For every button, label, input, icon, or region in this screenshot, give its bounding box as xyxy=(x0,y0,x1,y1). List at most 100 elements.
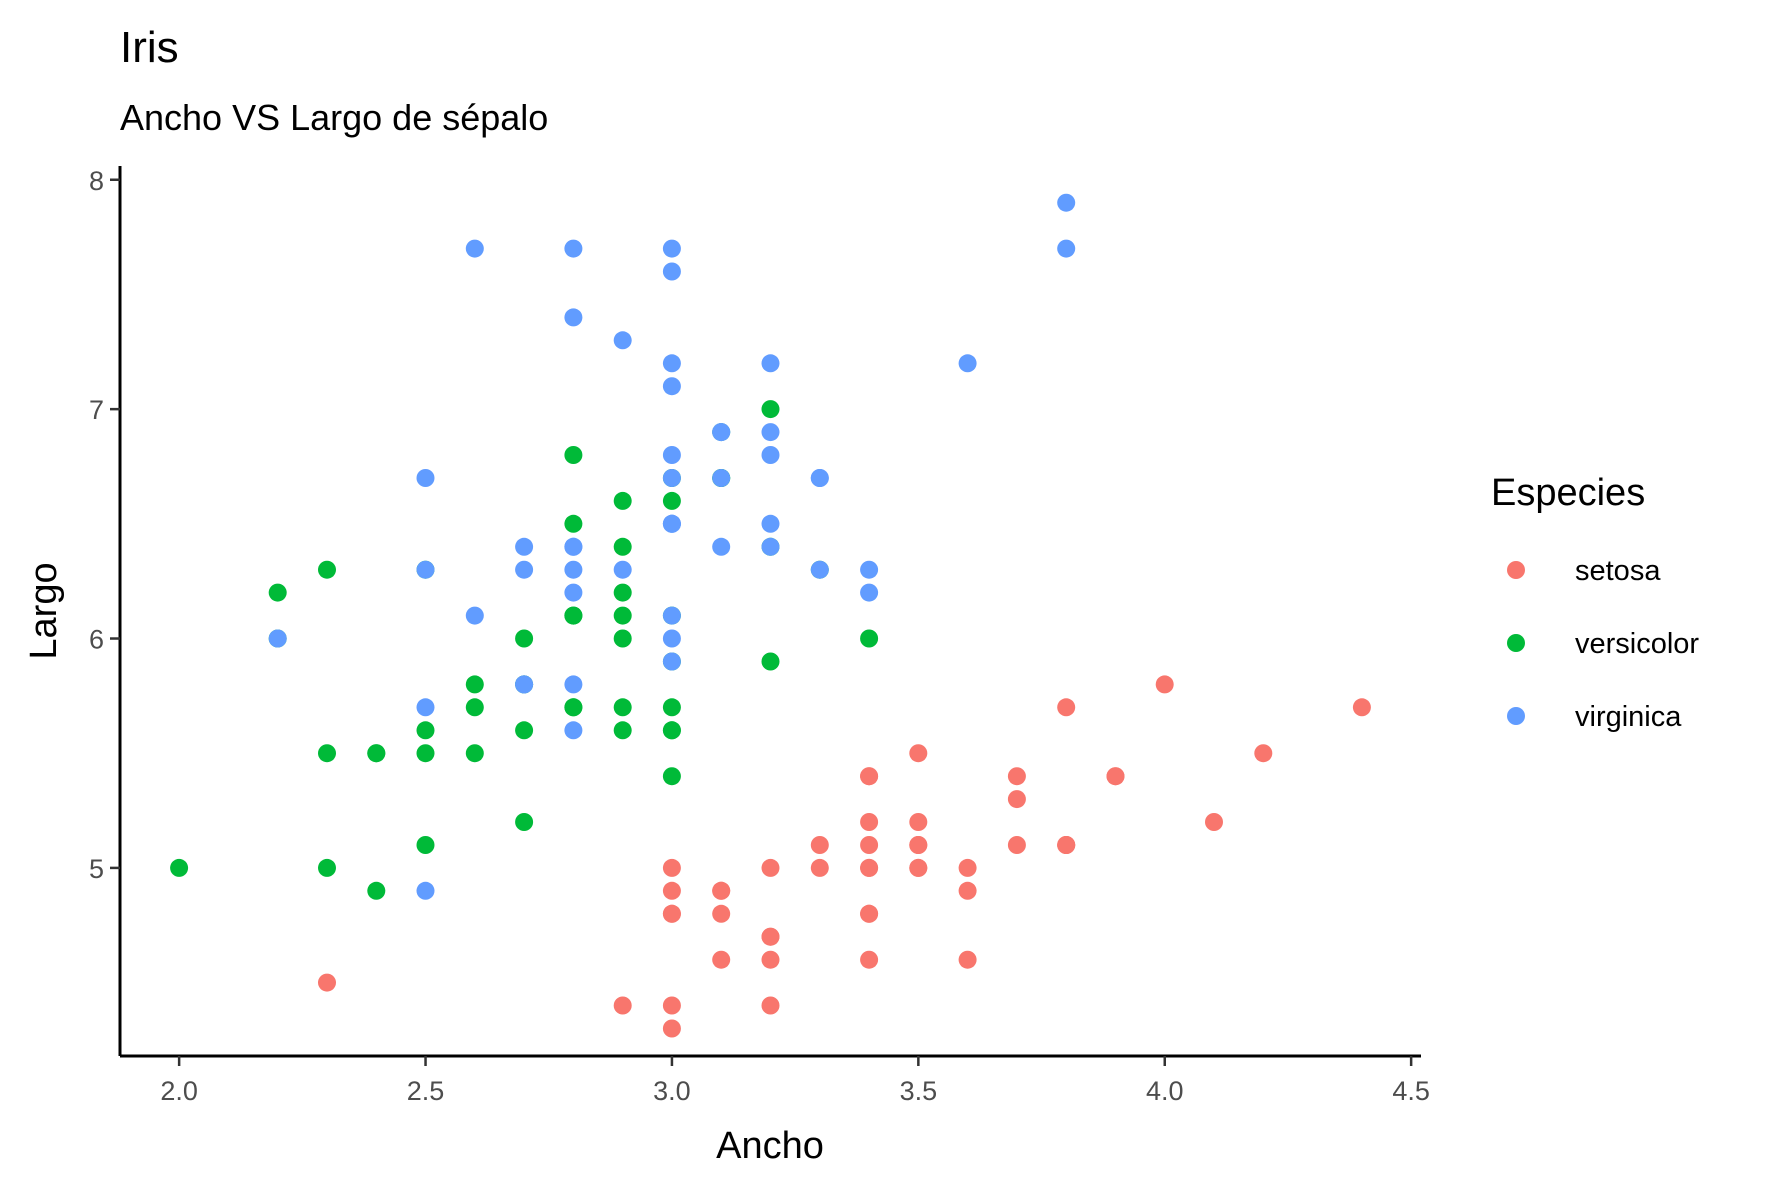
x-tick-label: 4.5 xyxy=(1392,1076,1430,1106)
point-virginica xyxy=(564,239,583,258)
legend-label-virginica: virginica xyxy=(1575,701,1682,733)
point-versicolor xyxy=(613,606,632,625)
point-versicolor xyxy=(318,560,336,579)
y-tick-label: 5 xyxy=(89,854,104,884)
x-tick-label: 2.0 xyxy=(160,1076,198,1106)
point-virginica xyxy=(810,469,829,487)
point-virginica xyxy=(515,560,534,579)
point-versicolor xyxy=(613,491,632,510)
x-tick-label: 2.5 xyxy=(407,1076,445,1106)
point-virginica xyxy=(416,469,435,487)
point-versicolor xyxy=(564,446,583,464)
point-versicolor xyxy=(564,514,583,533)
point-versicolor xyxy=(761,400,780,419)
point-versicolor xyxy=(662,767,681,786)
point-versicolor xyxy=(367,744,386,763)
point-virginica xyxy=(860,560,879,579)
point-virginica xyxy=(564,675,583,694)
point-versicolor xyxy=(465,744,484,763)
point-versicolor xyxy=(613,721,632,740)
point-versicolor xyxy=(613,698,632,717)
point-virginica xyxy=(613,560,632,579)
y-tick-label: 7 xyxy=(89,395,104,425)
point-virginica xyxy=(416,698,435,717)
point-setosa xyxy=(860,904,879,923)
legend-label-versicolor: versicolor xyxy=(1575,628,1699,660)
point-setosa xyxy=(860,813,879,831)
point-versicolor xyxy=(515,721,534,740)
point-versicolor xyxy=(367,881,386,900)
point-virginica xyxy=(416,560,435,579)
point-versicolor xyxy=(416,836,435,854)
point-versicolor xyxy=(761,652,780,671)
point-virginica xyxy=(613,331,632,350)
point-versicolor xyxy=(318,744,336,763)
point-virginica xyxy=(810,560,829,579)
y-axis-title: Largo xyxy=(23,562,65,659)
point-setosa xyxy=(860,836,879,854)
point-setosa xyxy=(860,950,879,969)
point-versicolor xyxy=(170,858,189,877)
x-axis-ticks: 2.0 2.5 3.0 3.5 4.0 4.5 xyxy=(160,1056,1430,1106)
point-setosa xyxy=(909,744,928,763)
point-virginica xyxy=(662,629,681,648)
point-setosa xyxy=(1057,698,1076,717)
point-setosa xyxy=(1106,767,1125,786)
point-setosa xyxy=(1352,698,1371,717)
point-versicolor xyxy=(564,698,583,717)
point-versicolor xyxy=(416,744,435,763)
point-virginica xyxy=(1057,239,1076,258)
point-setosa xyxy=(662,858,681,877)
point-setosa xyxy=(662,881,681,900)
point-versicolor xyxy=(662,491,681,510)
point-setosa xyxy=(761,950,780,969)
point-virginica xyxy=(268,629,287,648)
point-virginica xyxy=(515,537,534,556)
chart-title: Iris xyxy=(120,23,179,72)
y-tick-label: 6 xyxy=(89,625,104,655)
point-setosa xyxy=(909,836,928,854)
point-virginica xyxy=(662,239,681,258)
point-setosa xyxy=(761,996,780,1015)
point-versicolor xyxy=(465,698,484,717)
y-tick-label: 8 xyxy=(89,166,104,196)
point-versicolor xyxy=(268,583,287,602)
point-virginica xyxy=(465,606,484,625)
point-versicolor xyxy=(564,606,583,625)
point-setosa xyxy=(860,767,879,786)
point-versicolor xyxy=(662,698,681,717)
point-setosa xyxy=(761,927,780,946)
point-setosa xyxy=(318,973,336,992)
point-setosa xyxy=(909,813,928,831)
point-virginica xyxy=(761,354,780,373)
point-virginica xyxy=(662,469,681,487)
point-versicolor xyxy=(860,629,879,648)
point-virginica xyxy=(515,675,534,694)
point-setosa xyxy=(810,836,829,854)
point-virginica xyxy=(761,537,780,556)
point-virginica xyxy=(564,308,583,327)
point-setosa xyxy=(958,858,977,877)
point-setosa xyxy=(712,904,731,923)
legend-label-setosa: setosa xyxy=(1575,555,1661,587)
point-setosa xyxy=(1057,836,1076,854)
point-versicolor xyxy=(416,721,435,740)
point-versicolor xyxy=(613,583,632,602)
point-setosa xyxy=(662,1019,681,1038)
point-setosa xyxy=(1254,744,1273,763)
point-virginica xyxy=(662,606,681,625)
point-setosa xyxy=(712,950,731,969)
point-setosa xyxy=(1205,813,1223,831)
point-setosa xyxy=(613,996,632,1015)
point-versicolor xyxy=(662,721,681,740)
x-tick-label: 3.0 xyxy=(653,1076,691,1106)
point-virginica xyxy=(662,446,681,464)
point-virginica xyxy=(761,423,780,442)
point-versicolor xyxy=(613,629,632,648)
point-virginica xyxy=(761,446,780,464)
point-setosa xyxy=(958,950,977,969)
point-virginica xyxy=(1057,193,1076,212)
point-virginica xyxy=(662,262,681,281)
